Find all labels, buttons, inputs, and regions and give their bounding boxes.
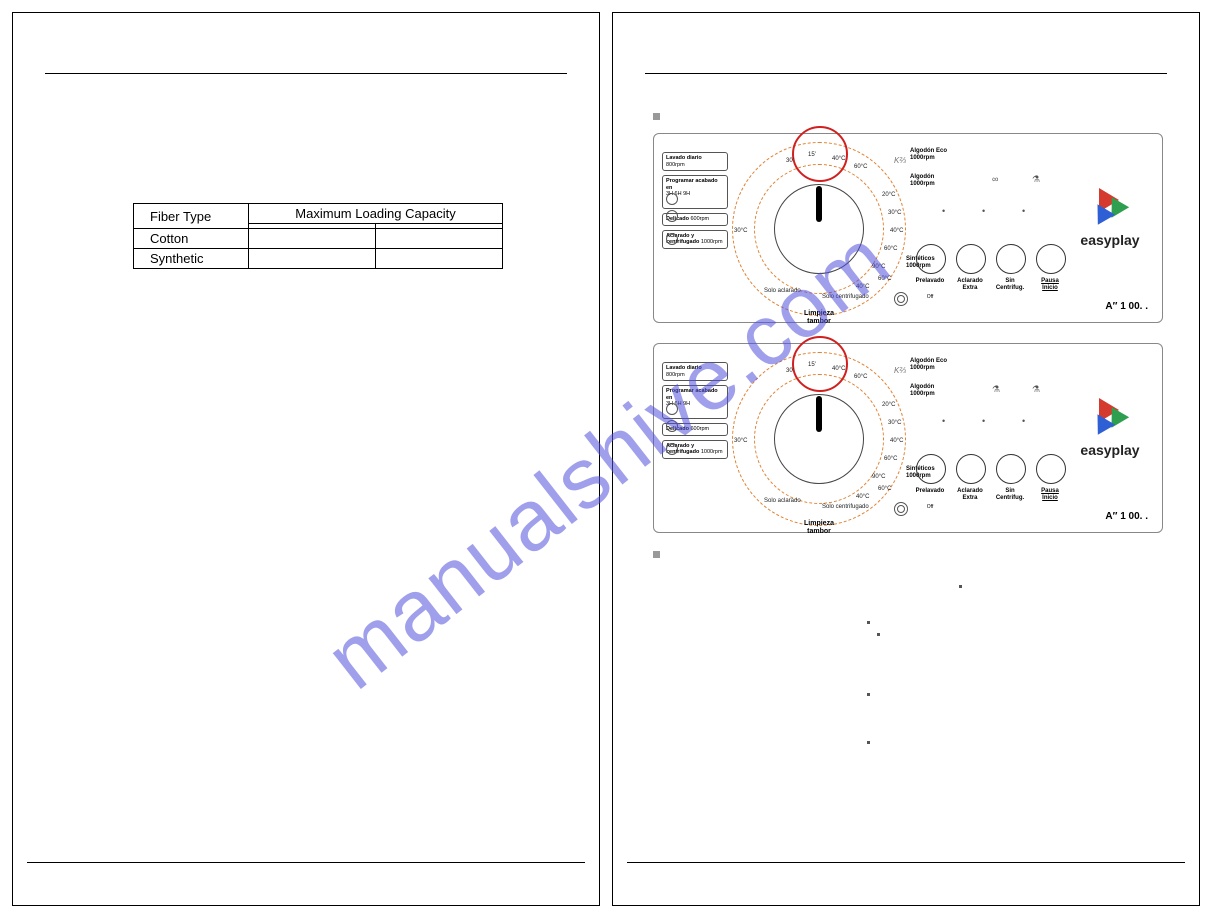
indicator-dot: • — [1022, 206, 1025, 216]
table-row: Cotton — [134, 229, 503, 249]
detergent-tray-icon — [894, 292, 908, 306]
detergent-tray-icon — [894, 502, 908, 516]
decor-dot — [867, 741, 870, 744]
model-code: A″ 1 00. . — [1105, 511, 1148, 522]
extra-rinse-button[interactable] — [956, 454, 986, 484]
program-label: Algodón Eco 1000rpm — [910, 358, 947, 372]
dial-pointer — [816, 186, 822, 222]
indicator-dot: • — [982, 416, 985, 426]
program-label: Algodón Eco 1000rpm — [910, 148, 947, 162]
decor-dot — [877, 633, 880, 636]
program-label: Algodón 1000rpm — [910, 384, 935, 398]
feather-icon — [666, 420, 678, 432]
extra-rinse-button[interactable] — [956, 244, 986, 274]
dial-pointer — [816, 396, 822, 432]
program-box: Programar acabado en 3H 6H 9H — [662, 385, 728, 419]
program-column: Lavado diario 800rpm Programar acabado e… — [662, 362, 728, 463]
start-pause-button[interactable] — [1036, 244, 1066, 274]
easyplay-logo-icon — [1089, 184, 1131, 226]
brand-block: easyplay — [1070, 394, 1150, 458]
page-left: Fiber Type Maximum Loading Capacity Cott… — [12, 12, 600, 906]
indicator-dot: • — [982, 206, 985, 216]
highlight-circle-icon — [792, 336, 848, 392]
button-row — [916, 454, 1066, 484]
decor-dot — [867, 621, 870, 624]
indicator-icon: ∞ — [992, 174, 998, 184]
decor-dot — [959, 585, 962, 588]
button-row — [916, 244, 1066, 274]
program-dial[interactable]: 30' 15' 40°C 60°C 20°C 30°C 40°C 60°C 90… — [732, 142, 906, 316]
clock-icon — [666, 403, 678, 415]
button-sublabels: Off — [912, 294, 1068, 300]
indicator-dot: • — [942, 206, 945, 216]
loading-capacity-table: Fiber Type Maximum Loading Capacity Cott… — [133, 203, 503, 269]
table-row: Synthetic — [134, 249, 503, 269]
program-column: Lavado diario 800rpm Programar acabado e… — [662, 152, 728, 253]
indicator-dot: • — [942, 416, 945, 426]
bullet-icon — [653, 113, 660, 120]
highlight-circle-icon — [792, 126, 848, 182]
table-header-capacity: Maximum Loading Capacity — [249, 204, 503, 224]
no-spin-button[interactable] — [996, 244, 1026, 274]
button-labels: Prelavado AclaradoExtra SinCentrifug. Pa… — [912, 488, 1068, 502]
bullet-icon — [653, 551, 660, 558]
spiral-icon — [666, 233, 678, 245]
sheet: Fiber Type Maximum Loading Capacity Cott… — [0, 0, 1216, 918]
rule-top-left — [45, 73, 567, 74]
dial-bottom-label: Limpiezatambor — [732, 310, 906, 326]
program-box: Delicado 600rpm — [662, 423, 728, 436]
program-box: Delicado 600rpm — [662, 213, 728, 226]
rule-bottom-right — [627, 862, 1185, 863]
button-labels: Prelavado AclaradoExtra SinCentrifug. Pa… — [912, 278, 1068, 292]
program-box: Programar acabado en 3H 6H 9H — [662, 175, 728, 209]
prewash-button[interactable] — [916, 454, 946, 484]
program-label: Algodón 1000rpm — [910, 174, 935, 188]
program-box: Lavado diario 800rpm — [662, 152, 728, 171]
button-sublabels: Off — [912, 504, 1068, 510]
brand-block: easyplay — [1070, 184, 1150, 248]
spiral-icon — [666, 443, 678, 455]
control-panel-2: Lavado diario 800rpm Programar acabado e… — [653, 343, 1163, 533]
easyplay-logo-icon — [1089, 394, 1131, 436]
rule-top-right — [645, 73, 1167, 74]
program-box: Aclarado y centrifugado 1000rpm — [662, 230, 728, 249]
rule-bottom-left — [27, 862, 585, 863]
weight-icon: K⅔ — [894, 156, 906, 165]
weight-icon: K⅔ — [894, 366, 906, 375]
indicator-dot: • — [1022, 416, 1025, 426]
control-panel-1: Lavado diario 800rpm Programar acabado e… — [653, 133, 1163, 323]
page-right: Lavado diario 800rpm Programar acabado e… — [612, 12, 1200, 906]
no-spin-button[interactable] — [996, 454, 1026, 484]
program-box: Lavado diario 800rpm — [662, 362, 728, 381]
start-pause-button[interactable] — [1036, 454, 1066, 484]
program-box: Aclarado y centrifugado 1000rpm — [662, 440, 728, 459]
clock-icon — [666, 193, 678, 205]
indicator-icon: ⚗ — [1032, 174, 1040, 185]
indicator-icon: ⚗ — [1032, 384, 1040, 395]
program-dial[interactable]: 30' 15' 40°C 60°C 20°C 30°C 40°C 60°C 90… — [732, 352, 906, 526]
table-header-fiber: Fiber Type — [134, 204, 249, 229]
decor-dot — [867, 693, 870, 696]
prewash-button[interactable] — [916, 244, 946, 274]
model-code: A″ 1 00. . — [1105, 301, 1148, 312]
dial-bottom-label: Limpiezatambor — [732, 520, 906, 536]
indicator-icon: ⚗ — [992, 384, 1000, 395]
feather-icon — [666, 210, 678, 222]
